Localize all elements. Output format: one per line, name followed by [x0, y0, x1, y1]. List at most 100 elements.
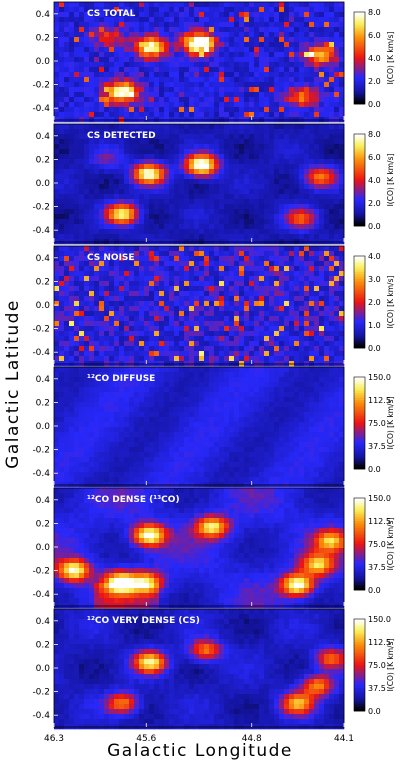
heatmap-cell: [184, 139, 190, 145]
heatmap-cell: [74, 124, 80, 130]
heatmap-cell: [209, 52, 215, 58]
heatmap-cell: [234, 97, 240, 103]
heatmap-cell: [114, 42, 120, 48]
heatmap-cell: [229, 417, 235, 423]
heatmap-cell: [314, 356, 320, 362]
heatmap-cell: [249, 102, 255, 108]
heatmap-cell: [244, 37, 250, 43]
heatmap-cells: [54, 367, 345, 488]
heatmap-cell: [224, 144, 230, 150]
heatmap-cell: [204, 174, 210, 180]
heatmap-cell: [339, 154, 345, 160]
heatmap-cell: [159, 174, 165, 180]
heatmap-cell: [294, 139, 300, 145]
heatmap-cell: [124, 42, 130, 48]
heatmap-cell: [234, 326, 240, 332]
heatmap-cell: [99, 367, 105, 373]
heatmap-cell: [89, 316, 95, 322]
heatmap-cell: [89, 164, 95, 170]
heatmap-cell: [224, 184, 230, 190]
heatmap-cell: [74, 377, 80, 383]
heatmap-cell: [289, 204, 295, 210]
heatmap-cell: [224, 346, 230, 352]
heatmap-cell: [289, 234, 295, 240]
heatmap-cell: [259, 291, 265, 297]
heatmap-cell: [239, 397, 245, 403]
heatmap-cell: [189, 326, 195, 332]
heatmap-cell: [334, 346, 340, 352]
heatmap-cell: [179, 27, 185, 33]
heatmap-cell: [174, 174, 180, 180]
heatmap-cell: [174, 331, 180, 337]
heatmap-cell: [259, 392, 265, 398]
heatmap-cell: [234, 204, 240, 210]
heatmap-cell: [194, 112, 200, 118]
heatmap-cell: [169, 316, 175, 322]
heatmap-cell: [164, 57, 170, 63]
heatmap-cell: [184, 367, 190, 373]
heatmap-cell: [209, 392, 215, 398]
heatmap-cell: [209, 129, 215, 135]
heatmap-cell: [99, 57, 105, 63]
heatmap-cell: [299, 356, 305, 362]
colorbar-swatch: [354, 311, 365, 314]
heatmap-cell: [319, 219, 325, 225]
heatmap-cell: [119, 17, 125, 23]
heatmap-cell: [159, 261, 165, 267]
heatmap-cell: [334, 169, 340, 175]
heatmap-cell: [184, 134, 190, 140]
heatmap-cell: [319, 189, 325, 195]
heatmap-cell: [64, 326, 70, 332]
heatmap-cell: [304, 164, 310, 170]
heatmap-cell: [239, 346, 245, 352]
heatmap-cell: [209, 12, 215, 18]
heatmap-cell: [204, 377, 210, 383]
heatmap-cell: [184, 2, 190, 8]
heatmap-cell: [84, 392, 90, 398]
heatmap-cell: [284, 326, 290, 332]
heatmap-cell: [229, 189, 235, 195]
heatmap-cell: [164, 311, 170, 317]
heatmap-cell: [149, 377, 155, 383]
heatmap-cell: [274, 144, 280, 150]
heatmap-cell: [109, 32, 115, 38]
heatmap-cell: [264, 2, 270, 8]
heatmap-cell: [54, 57, 60, 63]
heatmap-cell: [54, 22, 60, 28]
heatmap-cell: [224, 326, 230, 332]
heatmap-cell: [314, 219, 320, 225]
heatmap-cell: [259, 87, 265, 93]
heatmap-cell: [219, 291, 225, 297]
heatmap-cell: [114, 326, 120, 332]
heatmap-cell: [129, 336, 135, 342]
heatmap-cell: [204, 301, 210, 307]
heatmap-cell: [319, 316, 325, 322]
heatmap-cell: [254, 47, 260, 53]
heatmap-cell: [209, 107, 215, 113]
heatmap-cell: [74, 194, 80, 200]
heatmap-cell: [94, 256, 100, 262]
heatmap-cell: [169, 382, 175, 388]
heatmap-cell: [89, 174, 95, 180]
heatmap-cell: [139, 356, 145, 362]
heatmap-cell: [249, 87, 255, 93]
heatmap-cell: [74, 321, 80, 327]
heatmap-cell: [209, 417, 215, 423]
heatmap-cell: [289, 42, 295, 48]
heatmap-cell: [144, 234, 150, 240]
heatmap-cell: [124, 17, 130, 23]
heatmap-cell: [294, 412, 300, 418]
heatmap-cell: [154, 179, 160, 185]
heatmap-cell: [224, 57, 230, 63]
heatmap-cell: [134, 301, 140, 307]
heatmap-cell: [99, 286, 105, 292]
heatmap-cell: [284, 124, 290, 130]
heatmap-cell: [224, 37, 230, 43]
heatmap-cell: [294, 331, 300, 337]
heatmap-cell: [319, 27, 325, 33]
heatmap-cell: [254, 276, 260, 282]
heatmap-cell: [74, 22, 80, 28]
heatmap-cell: [59, 124, 65, 130]
heatmap-cell: [94, 77, 100, 83]
heatmap-cell: [59, 67, 65, 73]
